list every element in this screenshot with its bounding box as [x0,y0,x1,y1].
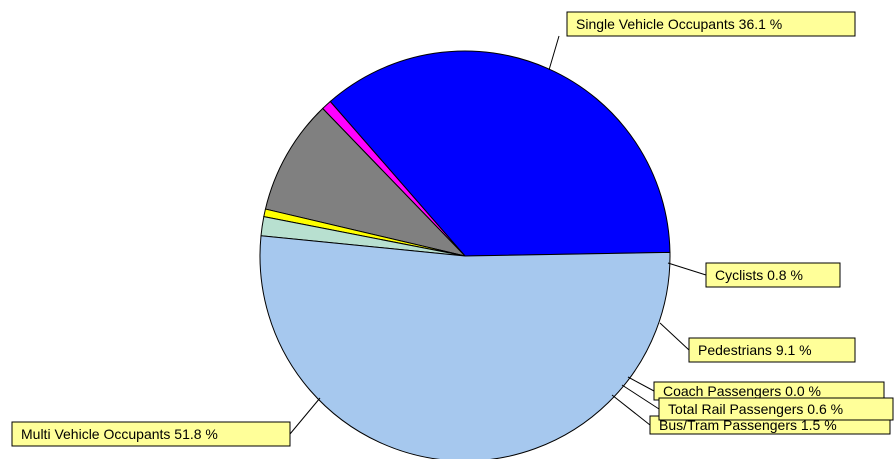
slice-label-multi-vehicle-occupants: Multi Vehicle Occupants 51.8 % [21,426,218,442]
callout-single-vehicle-occupants: Single Vehicle Occupants 36.1 % [566,11,856,37]
leader-line-cyclists [667,262,707,276]
leader-line-single-vehicle-occupants [548,35,560,71]
slice-label-total-rail-passengers: Total Rail Passengers 0.6 % [668,401,843,417]
pie-slices [259,50,671,459]
slice-label-bus-tram-passengers: Bus/Tram Passengers 1.5 % [659,417,837,433]
callout-multi-vehicle-occupants: Multi Vehicle Occupants 51.8 % [11,421,291,447]
callout-cyclists: Cyclists 0.8 % [705,262,841,288]
leader-line-coach-passengers [627,376,655,392]
pie-slice-multi-vehicle-occupants [259,235,671,459]
slice-label-single-vehicle-occupants: Single Vehicle Occupants 36.1 % [576,16,782,32]
callout-box [688,337,856,363]
leader-line-pedestrians [659,322,690,351]
slice-label-pedestrians: Pedestrians 9.1 % [698,342,812,358]
callout-coach-passengers: Coach Passengers 0.0 % [653,381,885,401]
callout-box [658,397,894,421]
callout-total-rail-passengers: Total Rail Passengers 0.6 % [658,397,894,421]
callout-box [705,262,841,288]
leader-line-bus-tram-passengers [611,394,651,426]
slice-label-cyclists: Cyclists 0.8 % [715,267,803,283]
pie-slice-single-vehicle-occupants [329,50,671,257]
slice-labels: Single Vehicle Occupants 36.1 % Cyclists … [11,11,894,447]
callout-box [566,11,856,37]
slice-label-coach-passengers: Coach Passengers 0.0 % [663,383,821,399]
leader-line-multi-vehicle-occupants [289,397,321,435]
leader-lines [289,35,707,435]
callout-pedestrians: Pedestrians 9.1 % [688,337,856,363]
callout-box [11,421,291,447]
leader-line-total-rail-passengers [621,384,660,410]
pie-slice-pedestrians [264,107,467,257]
